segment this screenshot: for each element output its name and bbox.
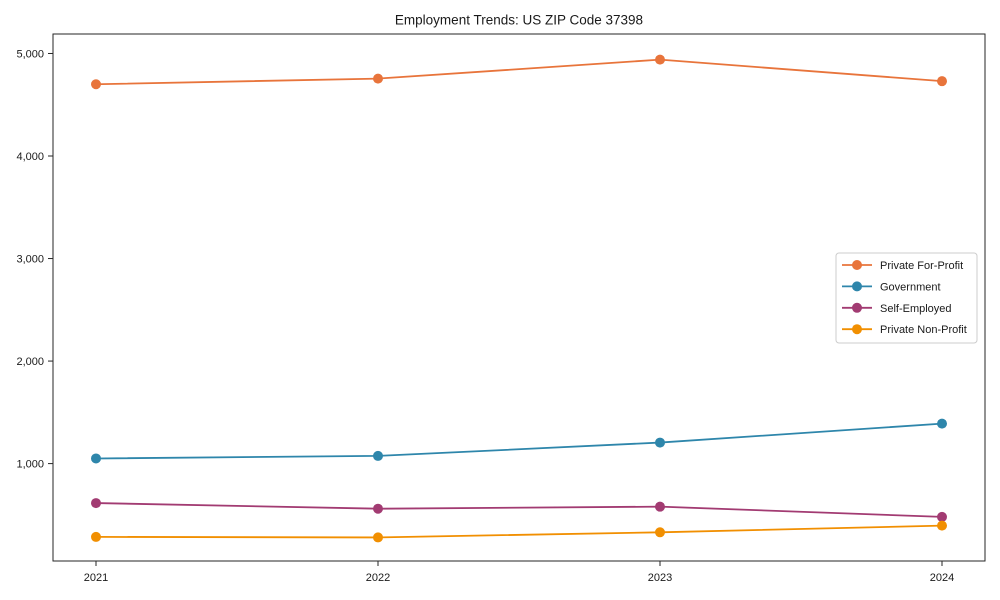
x-axis-tick-label: 2023 [648,572,672,584]
data-point-government-2022 [373,450,383,461]
data-point-private-non-profit-2021 [91,531,101,542]
data-point-private-non-profit-2024 [937,520,947,531]
data-point-government-2021 [91,453,101,464]
legend-label: Private Non-Profit [880,324,967,336]
data-point-self-employed-2022 [373,503,383,514]
y-axis-tick-label: 3,000 [16,254,44,266]
data-point-self-employed-2023 [655,501,665,512]
x-axis-tick-label: 2021 [84,572,108,584]
series-line-self-employed [95,502,943,518]
legend-item-private-non-profit: Private Non-Profit [842,324,967,336]
data-point-private-for-profit-2021 [91,79,101,90]
y-axis-tick-label: 2,000 [16,356,44,368]
data-point-private-for-profit-2024 [937,76,947,87]
legend-label: Government [880,281,941,293]
legend-swatch-marker [852,260,862,270]
legend-label: Private For-Profit [880,260,963,272]
data-point-government-2024 [937,418,947,429]
data-point-government-2023 [655,437,665,448]
legend-box [835,252,978,344]
data-point-private-for-profit-2022 [373,73,383,84]
data-point-self-employed-2024 [937,511,947,522]
series-line-private-non-profit [95,524,943,539]
y-axis-tick-label: 4,000 [16,151,44,163]
data-point-self-employed-2021 [91,498,101,509]
legend-label: Self-Employed [880,303,952,315]
legend-item-self-employed: Self-Employed [842,302,952,315]
y-axis-tick-label: 5,000 [16,48,44,60]
data-point-private-for-profit-2023 [655,54,665,65]
legend-swatch-marker [852,281,862,292]
chart-title: Employment Trends: US ZIP Code 37398 [395,13,643,28]
legend-item-private-for-profit: Private For-Profit [842,260,963,272]
legend-item-government: Government [842,281,941,293]
legend-swatch-marker [852,324,862,335]
legend-swatch-marker [852,302,862,313]
data-point-private-non-profit-2022 [373,532,383,543]
x-axis-tick-label: 2024 [930,572,954,584]
series-line-private-for-profit [95,58,943,86]
x-axis-tick-label: 2022 [366,572,390,584]
series-line-government [95,422,943,460]
plot-border [52,33,986,562]
y-axis-tick-label: 1,000 [16,459,44,471]
data-point-private-non-profit-2023 [655,527,665,538]
